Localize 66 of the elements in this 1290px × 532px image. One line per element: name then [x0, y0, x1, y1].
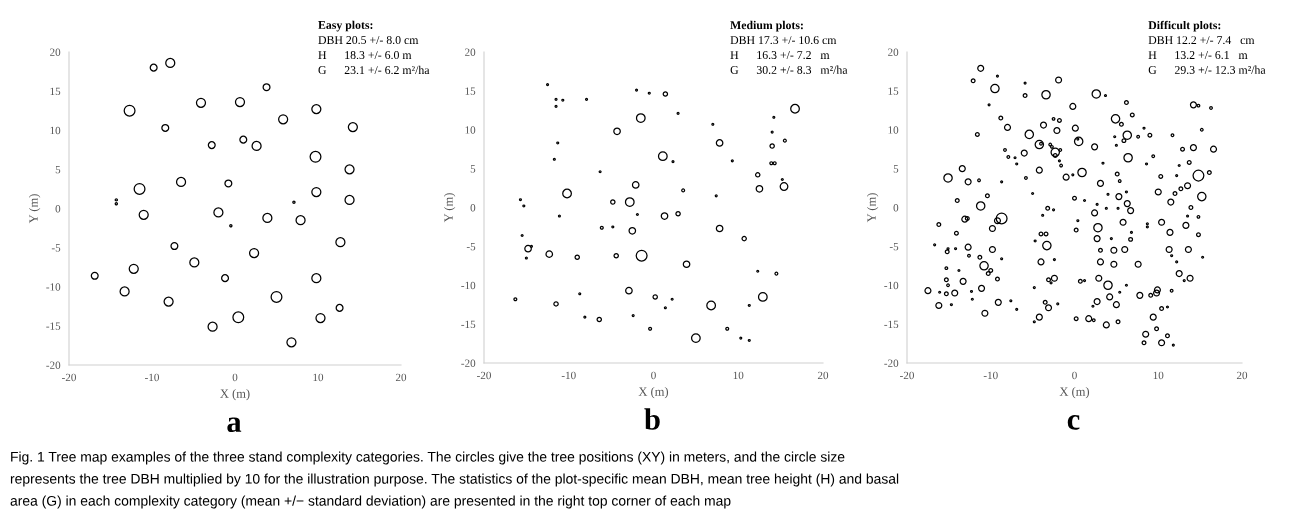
- y-tick-label: 15: [465, 87, 476, 95]
- y-tick-label: 0: [55, 204, 61, 213]
- y-tick-label: -20: [46, 361, 61, 369]
- x-tick-label: -20: [477, 371, 491, 380]
- x-tick-label: -20: [900, 371, 914, 380]
- text: DBH 17.3 +/- 10.6 cm: [730, 36, 837, 45]
- y-tick-label: 15: [888, 87, 899, 95]
- y-tick-label: 0: [470, 203, 476, 212]
- y-tick-label: 10: [50, 126, 61, 135]
- y-tick-label: -15: [884, 320, 899, 329]
- y-tick-label: -10: [46, 283, 61, 291]
- y-axis-title: Y (m): [443, 193, 456, 223]
- text: b: [644, 408, 660, 430]
- y-axis-title: Y (m): [866, 193, 879, 223]
- y-axis-title: Y (m): [28, 194, 41, 224]
- y-tick-label: -10: [461, 281, 476, 290]
- x-tick-label: 0: [651, 371, 656, 380]
- chart-title: Difficult plots:: [1148, 20, 1221, 32]
- x-tick-label: 20: [395, 373, 407, 382]
- x-tick-label: -10: [145, 373, 159, 382]
- x-tick-label: 10: [313, 373, 324, 382]
- annotation: H 18.3 +/- 6.0 m: [318, 51, 412, 60]
- y-tick-label: -5: [466, 242, 476, 251]
- text: represents the tree DBH multiplied by 10 for the illustration purpose. The statistics of the plot-specific mean DBH, mean tree height (H) and basal: [10, 473, 899, 487]
- x-tick-label: 10: [733, 371, 744, 380]
- y-tick-label: 5: [55, 165, 61, 174]
- annotation: G 30.2 +/- 8.3 m²/ha: [730, 65, 848, 74]
- y-tick-label: -20: [461, 359, 476, 367]
- y-tick-label: 20: [888, 48, 899, 56]
- text: a: [227, 417, 242, 433]
- y-tick-label: 5: [893, 165, 899, 173]
- y-tick-label: 5: [470, 165, 476, 173]
- y-tick-label: -15: [461, 320, 476, 329]
- annotation: G 23.1 +/- 6.2 m²/ha: [318, 65, 430, 75]
- y-tick-label: 20: [465, 48, 476, 56]
- x-axis-title: X (m): [1059, 386, 1090, 399]
- x-tick-label: -10: [983, 371, 998, 380]
- text: DBH 12.2 +/- 7.4 cm: [1148, 36, 1255, 45]
- y-tick-label: -15: [46, 322, 61, 330]
- x-axis-title: X (m): [638, 386, 669, 399]
- x-tick-label: 20: [817, 371, 829, 380]
- x-tick-label: -10: [561, 371, 576, 380]
- caption: Fig. 1 Tree map examples of the three stand complexity categories. The circles give the tree positions (XY) in meters, and the circle size: [11, 451, 845, 465]
- y-tick-label: 0: [893, 203, 899, 212]
- chart-title: Medium plots:: [730, 20, 803, 32]
- x-tick-label: -20: [62, 373, 76, 382]
- y-tick-label: -20: [884, 359, 899, 367]
- y-tick-label: 20: [50, 48, 61, 56]
- y-tick-label: 15: [50, 87, 61, 96]
- y-tick-label: 10: [888, 126, 899, 134]
- y-tick-label: 10: [465, 126, 476, 134]
- x-tick-label: 10: [1153, 371, 1164, 380]
- text: DBH 20.5 +/- 8.0 cm: [318, 36, 419, 45]
- y-tick-label: -5: [889, 242, 899, 251]
- annotation: H 16.3 +/- 7.2 m: [730, 51, 830, 60]
- x-tick-label: 0: [1072, 371, 1077, 380]
- x-tick-label: 0: [232, 373, 238, 382]
- annotation: H 13.2 +/- 6.1 m: [1148, 51, 1248, 60]
- annotation: G 29.3 +/- 12.3 m²/ha: [1148, 65, 1266, 74]
- text: c: [1067, 415, 1080, 430]
- x-tick-label: 20: [1236, 371, 1248, 380]
- chart-title: Easy plots:: [318, 20, 373, 32]
- y-tick-label: -10: [884, 281, 899, 290]
- text: area (G) in each complexity category (mean +/− standard deviation) are presented in the right top corner of each map: [10, 495, 731, 509]
- y-tick-label: -5: [51, 244, 61, 252]
- x-axis-title: X (m): [220, 388, 250, 401]
